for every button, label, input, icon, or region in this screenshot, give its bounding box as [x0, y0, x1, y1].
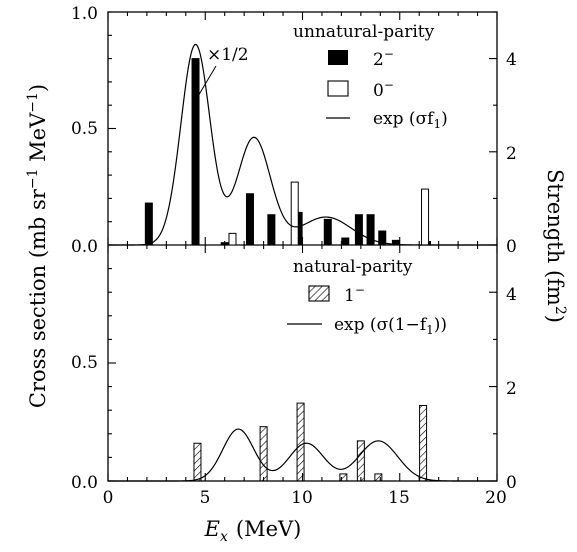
- y-tick-label-bottom-0.0: 0.0: [71, 473, 98, 493]
- annotation-half: ×1/2: [207, 45, 249, 65]
- y2-tick-label-top-0: 0: [506, 237, 517, 257]
- bottom-panel-title: natural-parity: [293, 257, 413, 277]
- legend-label-exp-bottom: exp (σ(1−f1)): [334, 315, 447, 337]
- legend-label-1minus: 1−: [344, 283, 365, 306]
- bar-1-: [356, 440, 365, 482]
- legend-swatch-1minus: [308, 285, 330, 302]
- bar-1-: [339, 473, 348, 482]
- legend-label-0minus: 0−: [373, 78, 394, 101]
- y2-tick-label-top-2: 2: [506, 144, 517, 164]
- top-legend: unnatural-parity 2− 0− exp (σf1): [293, 22, 448, 131]
- bar-2-: [220, 242, 229, 246]
- annotation-pointer: [193, 65, 217, 104]
- y-right-tick-labels: 4 2 0 4 2 0: [506, 50, 517, 493]
- bar-1-: [419, 404, 428, 482]
- bar-2-: [245, 193, 254, 246]
- bar-2-: [354, 214, 363, 246]
- y2-tick-label-bottom-4: 4: [506, 285, 517, 305]
- y-tick-label-bottom-0.5: 0.5: [71, 353, 98, 373]
- y-left-axis-title: Cross section (mb sr−1 MeV−1): [25, 84, 50, 408]
- x-tick-label: 20: [485, 488, 507, 508]
- scale-annotation: ×1/2: [193, 45, 249, 104]
- legend-swatch-0minus: [327, 80, 349, 97]
- legend-label-exp-top: exp (σf1): [373, 109, 448, 131]
- bar-2-: [267, 214, 276, 246]
- bar-0-: [421, 188, 430, 246]
- strength-curves: [108, 43, 497, 482]
- bar-1-: [193, 442, 202, 482]
- y-tick-label-top-0.5: 0.5: [71, 119, 98, 139]
- bar-2-: [366, 214, 375, 246]
- legend-label-2minus: 2−: [373, 47, 394, 70]
- bar-1-: [259, 426, 268, 482]
- x-axis-title: Ex (MeV): [204, 517, 302, 545]
- bar-2-: [144, 202, 153, 246]
- bar-1-: [374, 473, 383, 482]
- x-tick-labels: 0 5 10 15 20: [103, 488, 507, 508]
- top-panel-title: unnatural-parity: [293, 22, 435, 42]
- bottom-legend: natural-parity 1− exp (σ(1−f1)): [287, 257, 447, 337]
- y2-tick-label-bottom-0: 0: [506, 473, 517, 493]
- bar-1-: [296, 402, 305, 482]
- bar-2-: [341, 237, 350, 246]
- strength-curve-bottom: [108, 428, 497, 482]
- y2-tick-label-top-4: 4: [506, 50, 517, 70]
- bar-2-: [323, 218, 332, 246]
- y2-tick-label-bottom-2: 2: [506, 379, 517, 399]
- x-tick-label: 5: [200, 488, 211, 508]
- y-tick-label-top-0.0: 0.0: [71, 237, 98, 257]
- y-tick-label-top-1.0: 1.0: [71, 4, 98, 24]
- bar-2-: [378, 230, 387, 246]
- bar-0-: [290, 181, 299, 246]
- bottom-panel-bars: [193, 402, 428, 482]
- x-tick-label: 0: [103, 488, 114, 508]
- bar-2-: [191, 58, 200, 246]
- y-left-tick-labels: 1.0 0.5 0.0 0.5 0.0: [71, 4, 98, 493]
- bar-0-: [228, 232, 237, 246]
- x-tick-label: 10: [291, 488, 313, 508]
- top-panel-bars: [144, 58, 431, 246]
- strength-curve-top: [108, 43, 497, 246]
- legend-swatch-2minus: [328, 50, 348, 65]
- y-right-axis-title: Strength (fm2): [543, 169, 568, 323]
- x-tick-label: 15: [388, 488, 410, 508]
